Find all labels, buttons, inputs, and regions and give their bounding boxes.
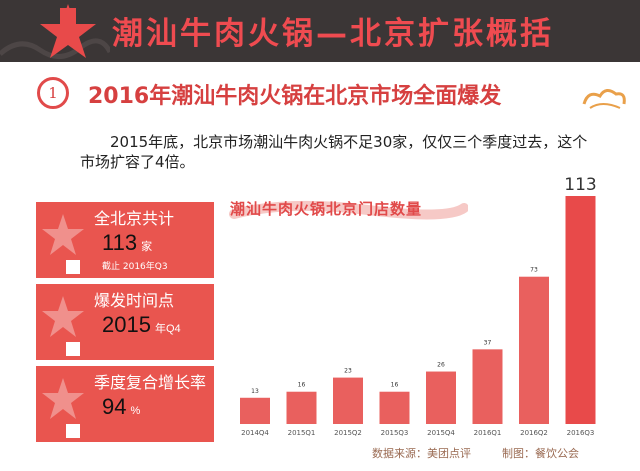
stat-card-value: 94% [102,394,141,419]
stat-card-value: 113 家 [102,230,153,255]
stat-card-header: 全北京共计 [94,209,175,228]
star-badge-icon [42,296,84,337]
bar-2015Q3 [379,391,410,424]
chart-title: 潮汕牛肉火锅北京门店数量 [230,200,423,218]
bar-value-label: 16 [298,382,306,389]
section-title: 2016年潮汕牛肉火锅在北京市场全面爆发 [88,84,502,109]
stat-card-growth: 季度复合增长率 94% [36,366,214,442]
header-bar: 潮汕牛肉火锅—北京扩张概括 [0,0,640,62]
x-tick-label: 2016Q3 [567,429,595,437]
x-tick-label: 2015Q3 [381,429,409,437]
bar-value-label: 26 [437,362,445,369]
page-title: 潮汕牛肉火锅—北京扩张概括 [112,16,554,52]
x-tick-label: 2014Q4 [241,429,269,437]
bar-value-label: 37 [484,339,492,346]
bar-value-label: 13 [251,388,259,395]
cloud-ornament-icon [582,89,626,109]
stat-card-total: 全北京共计 113 家 截止 2016年Q3 [36,202,214,278]
bar-chart: 13 2014Q4 16 2015Q1 23 2015Q2 16 2015Q3 26 2015Q4… [240,175,597,437]
stat-card-header: 季度复合增长率 [94,373,207,392]
section-number-badge: 1 [37,77,69,109]
bar-2016Q2 [519,276,549,424]
x-tick-label: 2015Q4 [427,429,455,437]
swirl-decoration-icon [0,38,110,59]
bar-2015Q4 [426,371,456,424]
description-text: 2015年底，北京市场潮汕牛肉火锅不足30家，仅仅三个季度过去，这个市场扩容了4… [80,133,588,171]
bar-value-label: 73 [530,267,538,274]
bar-2016Q3 [565,196,596,424]
x-tick-label: 2016Q2 [520,429,548,437]
chart-maker-text: 制图：餐饮公会 [502,447,579,460]
stat-card-header: 爆发时间点 [94,291,175,310]
card-square-decoration [66,260,80,274]
stat-card-note: 截止 2016年Q3 [102,262,168,272]
bar-value-label: 23 [344,368,352,375]
x-tick-label: 2015Q1 [288,429,316,437]
bar-2014Q4 [240,397,270,424]
star-badge-icon [42,378,84,419]
bar-value-label: 113 [564,175,596,195]
data-source-text: 数据来源：美团点评 [372,447,471,460]
stat-card-breakout: 爆发时间点 2015 年Q4 [36,284,214,360]
bar-2015Q2 [333,377,363,424]
bar-value-label: 16 [391,382,399,389]
card-square-decoration [66,342,80,356]
bar-2015Q1 [286,391,317,424]
star-badge-icon [42,214,84,255]
x-tick-label: 2016Q1 [474,429,502,437]
stat-card-value: 2015 年Q4 [102,312,181,337]
brush-stroke-decoration [229,200,468,220]
bar-2016Q1 [472,349,503,424]
x-tick-label: 2015Q2 [334,429,362,437]
star-logo-icon [40,4,96,58]
card-square-decoration [66,424,80,438]
